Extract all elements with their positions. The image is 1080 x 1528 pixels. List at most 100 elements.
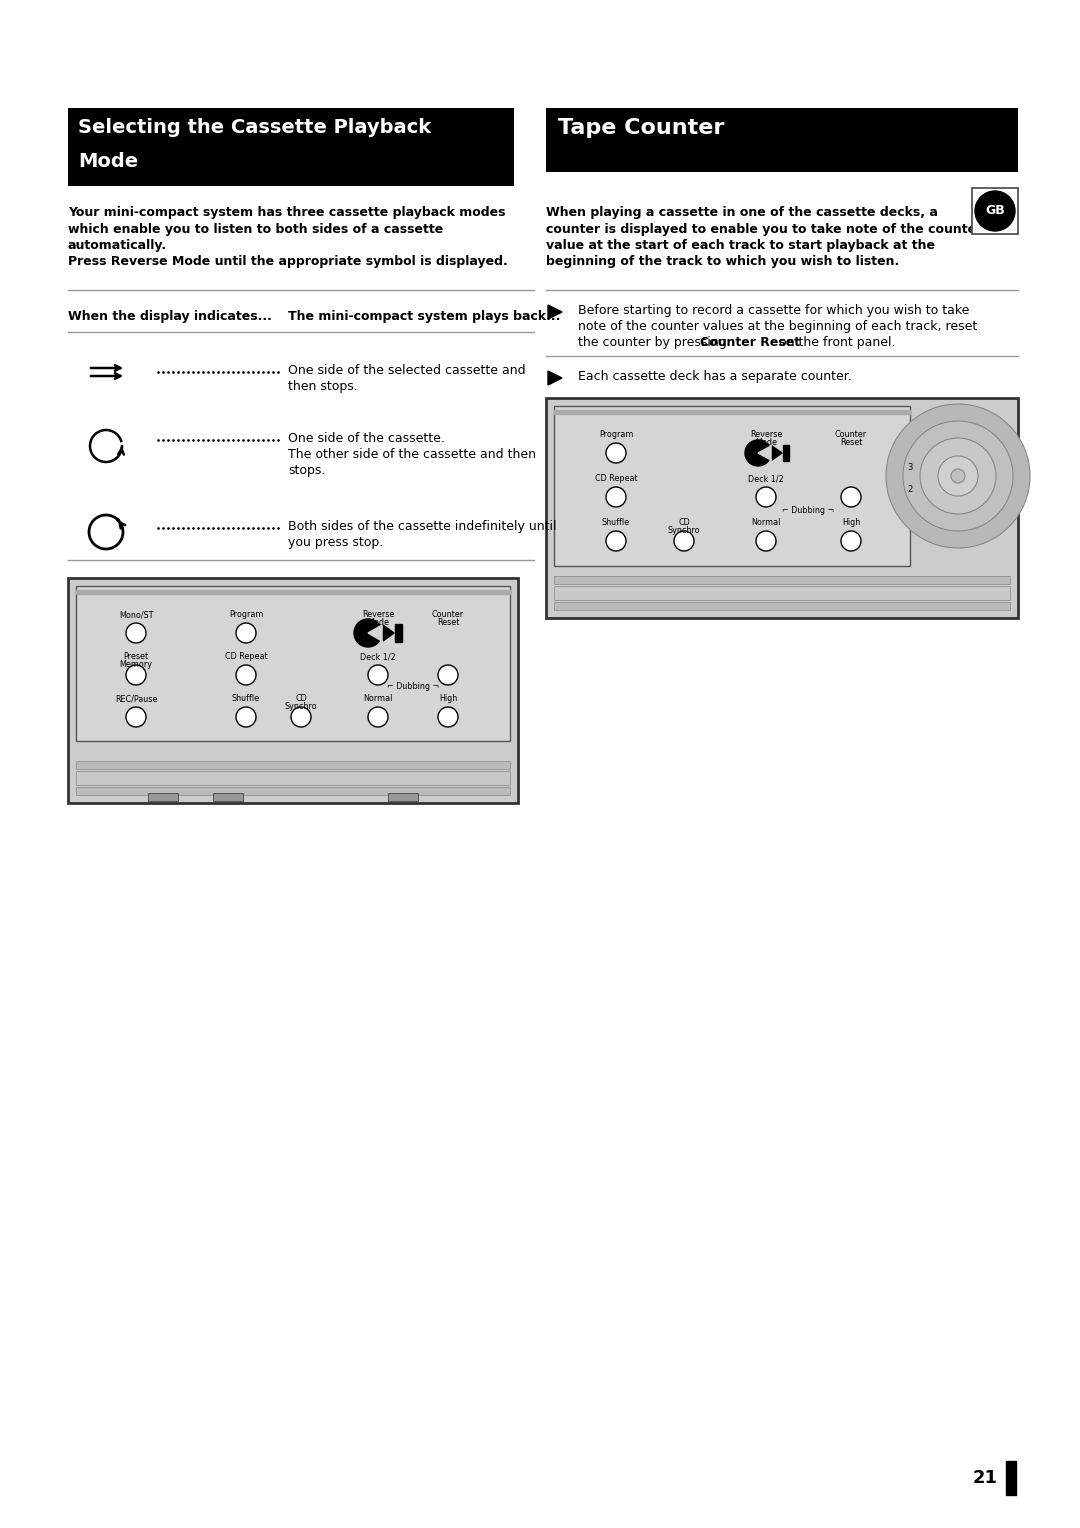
- Circle shape: [237, 707, 256, 727]
- Bar: [554, 602, 1010, 610]
- Bar: [76, 787, 510, 795]
- FancyBboxPatch shape: [972, 188, 1018, 234]
- Circle shape: [756, 532, 777, 552]
- Text: CD: CD: [678, 518, 690, 527]
- Text: The mini-compact system plays back...: The mini-compact system plays back...: [288, 310, 561, 322]
- Text: then stops.: then stops.: [288, 380, 357, 393]
- Bar: [76, 590, 510, 594]
- Circle shape: [606, 532, 626, 552]
- Text: 3: 3: [907, 463, 913, 472]
- Bar: [554, 587, 1010, 601]
- Text: Synchro: Synchro: [285, 701, 318, 711]
- Text: High: High: [438, 694, 457, 703]
- Circle shape: [903, 422, 1013, 532]
- Circle shape: [237, 623, 256, 643]
- Bar: [76, 761, 510, 769]
- Text: Mode: Mode: [755, 439, 777, 448]
- FancyBboxPatch shape: [546, 397, 1018, 617]
- Text: Shuffle: Shuffle: [602, 518, 630, 527]
- Text: automatically.: automatically.: [68, 238, 167, 252]
- Text: Reset: Reset: [436, 617, 459, 626]
- Text: Press Reverse Mode until the appropriate symbol is displayed.: Press Reverse Mode until the appropriate…: [68, 255, 508, 269]
- Text: note of the counter values at the beginning of each track, reset: note of the counter values at the beginn…: [578, 319, 977, 333]
- Circle shape: [745, 440, 771, 466]
- Bar: [395, 623, 402, 642]
- Circle shape: [606, 443, 626, 463]
- Circle shape: [368, 707, 388, 727]
- Text: Memory: Memory: [120, 660, 152, 669]
- Text: Reverse: Reverse: [362, 610, 394, 619]
- Text: Tape Counter: Tape Counter: [558, 118, 725, 138]
- Bar: [1005, 1461, 1016, 1494]
- Circle shape: [920, 439, 996, 513]
- Text: One side of the selected cassette and: One side of the selected cassette and: [288, 364, 526, 377]
- Bar: [554, 576, 1010, 584]
- Circle shape: [951, 469, 966, 483]
- Circle shape: [291, 707, 311, 727]
- Text: Program: Program: [229, 610, 264, 619]
- Text: Shuffle: Shuffle: [232, 694, 260, 703]
- Text: Counter Reset: Counter Reset: [700, 336, 800, 348]
- Text: Mono/ST: Mono/ST: [119, 610, 153, 619]
- Text: Mode: Mode: [367, 617, 389, 626]
- Circle shape: [126, 623, 146, 643]
- Bar: [148, 793, 178, 801]
- Text: Selecting the Cassette Playback: Selecting the Cassette Playback: [78, 118, 431, 138]
- FancyBboxPatch shape: [68, 108, 514, 186]
- Text: Both sides of the cassette indefinitely until: Both sides of the cassette indefinitely …: [288, 520, 556, 533]
- Text: Normal: Normal: [752, 518, 781, 527]
- Polygon shape: [548, 371, 562, 385]
- Text: When the display indicates...: When the display indicates...: [68, 310, 272, 322]
- Bar: [388, 793, 418, 801]
- Text: One side of the cassette.: One side of the cassette.: [288, 432, 445, 445]
- Text: CD Repeat: CD Repeat: [225, 652, 268, 662]
- Circle shape: [886, 403, 1030, 549]
- Circle shape: [438, 665, 458, 685]
- Text: Counter: Counter: [432, 610, 464, 619]
- Circle shape: [975, 191, 1015, 231]
- Polygon shape: [383, 625, 394, 642]
- Circle shape: [841, 532, 861, 552]
- Text: Mode: Mode: [78, 151, 138, 171]
- Text: the counter by pressing: the counter by pressing: [578, 336, 731, 348]
- Text: 2: 2: [907, 486, 913, 495]
- Text: Reverse: Reverse: [750, 429, 782, 439]
- Text: beginning of the track to which you wish to listen.: beginning of the track to which you wish…: [546, 255, 900, 269]
- Circle shape: [438, 707, 458, 727]
- Text: REC/Pause: REC/Pause: [114, 694, 158, 703]
- Text: Program: Program: [598, 429, 633, 439]
- Text: CD Repeat: CD Repeat: [595, 474, 637, 483]
- Text: you press stop.: you press stop.: [288, 536, 383, 549]
- Circle shape: [674, 532, 694, 552]
- Circle shape: [368, 665, 388, 685]
- Text: Your mini-compact system has three cassette playback modes: Your mini-compact system has three casse…: [68, 206, 505, 219]
- Text: GB: GB: [985, 205, 1004, 217]
- Circle shape: [237, 665, 256, 685]
- Text: Deck 1/2: Deck 1/2: [360, 652, 396, 662]
- Bar: [783, 445, 789, 461]
- Text: 21: 21: [973, 1468, 998, 1487]
- Text: Deck 1/2: Deck 1/2: [748, 474, 784, 483]
- Text: on the front panel.: on the front panel.: [775, 336, 895, 348]
- Text: When playing a cassette in one of the cassette decks, a: When playing a cassette in one of the ca…: [546, 206, 937, 219]
- Circle shape: [606, 487, 626, 507]
- Text: stops.: stops.: [288, 465, 325, 477]
- Text: counter is displayed to enable you to take note of the counter: counter is displayed to enable you to ta…: [546, 223, 982, 235]
- Circle shape: [354, 619, 382, 646]
- Text: which enable you to listen to both sides of a cassette: which enable you to listen to both sides…: [68, 223, 443, 235]
- Text: Counter: Counter: [835, 429, 867, 439]
- Text: Each cassette deck has a separate counter.: Each cassette deck has a separate counte…: [578, 370, 852, 384]
- Text: Before starting to record a cassette for which you wish to take: Before starting to record a cassette for…: [578, 304, 970, 316]
- Polygon shape: [758, 446, 771, 460]
- Text: ⌐ Dubbing ¬: ⌐ Dubbing ¬: [782, 506, 834, 515]
- Circle shape: [126, 665, 146, 685]
- Text: Normal: Normal: [363, 694, 393, 703]
- Text: value at the start of each track to start playback at the: value at the start of each track to star…: [546, 238, 935, 252]
- Circle shape: [939, 455, 978, 497]
- Polygon shape: [772, 446, 782, 460]
- Circle shape: [841, 487, 861, 507]
- Text: CD: CD: [295, 694, 307, 703]
- Text: Preset: Preset: [123, 652, 149, 662]
- Text: The other side of the cassette and then: The other side of the cassette and then: [288, 448, 536, 461]
- Text: Synchro: Synchro: [667, 526, 700, 535]
